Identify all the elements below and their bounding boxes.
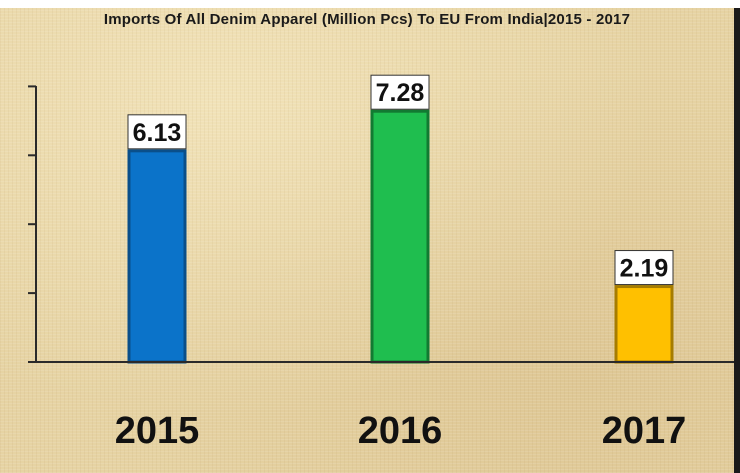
data-label: 6.13 [133, 119, 182, 147]
data-label-box [614, 250, 674, 286]
top-band [0, 0, 740, 8]
x-tick-label: 2017 [602, 410, 687, 452]
data-label-box [370, 74, 430, 110]
data-label-box [127, 114, 187, 150]
bar-2015 [127, 149, 187, 364]
chart-title: Imports Of All Denim Apparel (Million Pc… [103, 11, 631, 28]
data-label: 2.19 [620, 255, 669, 283]
x-tick-labels: 2015 2016 2017 [115, 410, 687, 452]
data-labels: 6.13 7.28 2.19 [127, 74, 674, 286]
data-label: 7.28 [376, 79, 425, 107]
x-tick-label: 2015 [115, 410, 200, 452]
chart-panel [0, 8, 740, 473]
x-tick-label: 2016 [358, 410, 443, 452]
bar-2017 [614, 285, 674, 364]
y-axis [28, 85, 37, 363]
bar-2016 [370, 109, 430, 364]
bars [127, 109, 674, 364]
